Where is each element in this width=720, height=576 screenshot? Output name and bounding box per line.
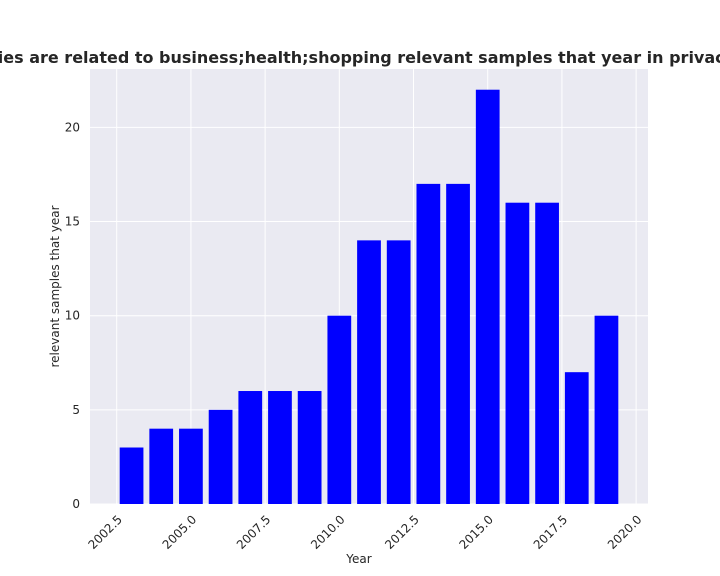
x-axis-label: Year (345, 552, 371, 566)
bar (238, 391, 263, 504)
bar (564, 372, 589, 504)
x-axis-ticks: 2002.5 2005.0 2007.5 2010.0 2012.5 2015.0 2017… (85, 512, 644, 552)
chart-title: ategories are related to business;health… (0, 48, 720, 67)
x-tick-label: 2010.0 (308, 512, 348, 552)
bar (505, 202, 530, 504)
bar (327, 315, 352, 504)
bar (594, 315, 619, 504)
bar (357, 240, 381, 504)
bar (297, 391, 322, 504)
y-axis-ticks: 0 5 10 15 20 (65, 120, 80, 511)
x-tick-label: 2005.0 (160, 512, 200, 552)
x-tick-label: 2015.0 (456, 512, 496, 552)
y-tick-label: 20 (65, 120, 80, 134)
bar (475, 89, 500, 504)
bar (416, 183, 441, 505)
x-tick-label: 2002.5 (85, 512, 125, 552)
y-tick-label: 5 (72, 403, 80, 417)
x-tick-label: 2012.5 (382, 512, 422, 552)
bar (208, 409, 233, 504)
y-tick-label: 15 (65, 215, 80, 229)
bar-series (119, 89, 619, 505)
bar (535, 202, 559, 504)
bar (446, 183, 470, 505)
y-tick-label: 0 (72, 497, 80, 511)
x-tick-label: 2020.0 (605, 512, 645, 552)
x-tick-label: 2007.5 (234, 512, 274, 552)
bar (268, 391, 292, 504)
bar (119, 447, 144, 504)
bar (179, 428, 203, 504)
bar (149, 428, 174, 504)
bar (386, 240, 411, 504)
x-tick-label: 2017.5 (531, 512, 571, 552)
y-axis-label: relevant samples that year (48, 205, 62, 367)
y-tick-label: 10 (65, 309, 80, 323)
